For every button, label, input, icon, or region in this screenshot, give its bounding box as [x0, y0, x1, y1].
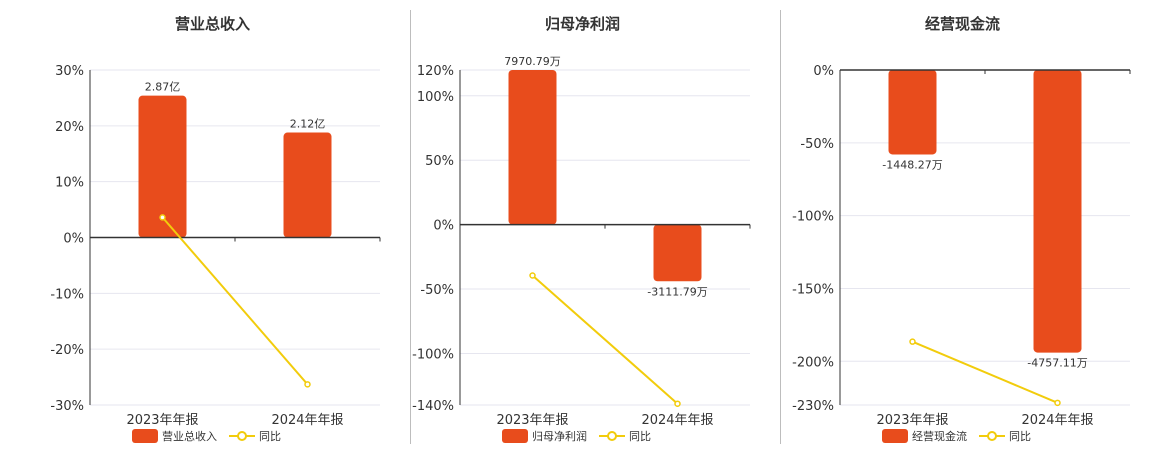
y-tick-label: 120%	[417, 64, 454, 79]
panel-divider	[780, 10, 781, 444]
y-tick-label: -50%	[800, 137, 834, 152]
y-tick-label: 30%	[55, 64, 84, 79]
series-line	[912, 340, 1058, 404]
legend-bar-swatch	[882, 429, 908, 443]
legend-line-swatch	[599, 429, 625, 443]
chart-svg: 30% 20% 10% 0% -10% -20% -30% 2.87亿 2.12亿 2023年年报…	[50, 64, 381, 428]
bar-value-label: -4757.11万	[1027, 357, 1087, 370]
legend-line-swatch	[979, 429, 1005, 443]
chart-panel-revenue: 营业总收入 30% 20% 10% 0% -10% -20% -30% 2.87亿 2.12亿 2…	[20, 0, 405, 450]
y-tick-label: -230%	[792, 399, 834, 414]
x-tick-label: 2024年年报	[641, 413, 713, 428]
legend-line-label: 同比	[629, 430, 651, 443]
y-tick-label: -100%	[792, 210, 834, 225]
bar	[283, 132, 332, 238]
bar-value-label: -1448.27万	[882, 158, 942, 171]
line-point	[1054, 399, 1061, 407]
chart-svg: 120% 100% 50% 0% -50% -100% -140% 7970.79万 -3111…	[412, 55, 751, 428]
legend: 经营现金流 同比	[882, 428, 1031, 444]
y-tick-label: -150%	[792, 282, 834, 297]
legend-bar-label: 归母净利润	[532, 430, 587, 443]
chart-title: 经营现金流	[924, 15, 1000, 33]
bar	[138, 95, 187, 238]
x-tick-label: 2023年年报	[496, 413, 568, 428]
legend: 归母净利润 同比	[502, 428, 651, 444]
x-tick-label: 2024年年报	[1021, 413, 1093, 428]
bar	[508, 70, 557, 225]
bar	[1033, 70, 1082, 353]
y-tick-label: -140%	[412, 399, 454, 414]
chart-title: 归母净利润	[544, 15, 620, 33]
legend-bar-label: 营业总收入	[162, 430, 217, 443]
bar	[653, 224, 702, 282]
bar-value-label: 2.12亿	[290, 118, 326, 131]
bar-value-label: 2.87亿	[145, 81, 181, 94]
line-point	[529, 272, 536, 279]
line-point	[909, 338, 916, 345]
series-line	[531, 274, 679, 405]
legend-line-label: 同比	[1009, 430, 1031, 443]
legend-bar-swatch	[502, 429, 528, 443]
legend: 营业总收入 同比	[132, 428, 281, 444]
chart-panel-operating-cash-flow: 经营现金流 0% -50% -100% -150% -200% -230% -1448.27…	[770, 0, 1155, 450]
bar-value-label: -3111.79万	[647, 285, 707, 298]
x-tick-label: 2024年年报	[271, 413, 343, 428]
chart-panel-net-profit: 归母净利润 120% 100% 50% 0% -50% -100% -140% 7970.79…	[390, 0, 775, 450]
legend-bar-swatch	[132, 429, 158, 443]
line-point	[304, 381, 311, 388]
legend-line-label: 同比	[259, 430, 281, 443]
y-tick-label: 20%	[55, 120, 84, 135]
chart-svg: 0% -50% -100% -150% -200% -230% -1448.27万 -4757…	[792, 64, 1131, 428]
y-tick-label: 10%	[55, 176, 84, 191]
y-tick-label: 0%	[63, 232, 84, 247]
y-tick-label: -10%	[50, 287, 84, 302]
legend-line-swatch	[229, 429, 255, 443]
y-tick-label: -20%	[50, 343, 84, 358]
y-tick-label: 0%	[813, 64, 834, 79]
panel-divider	[410, 10, 411, 444]
chart-title: 营业总收入	[174, 15, 250, 33]
bar-value-label: 7970.79万	[504, 55, 561, 68]
y-tick-label: -50%	[420, 283, 454, 298]
y-tick-label: 100%	[417, 90, 454, 105]
y-tick-label: 0%	[433, 219, 454, 234]
line-point	[674, 400, 681, 407]
x-tick-label: 2023年年报	[126, 413, 198, 428]
y-tick-label: 50%	[425, 154, 454, 169]
y-tick-label: -200%	[792, 355, 834, 370]
line-point	[159, 214, 166, 221]
x-tick-label: 2023年年报	[876, 413, 948, 428]
series-line	[161, 216, 309, 385]
y-tick-label: -100%	[412, 347, 454, 362]
legend-bar-label: 经营现金流	[912, 430, 967, 443]
y-tick-label: -30%	[50, 399, 84, 414]
bar	[888, 70, 937, 155]
